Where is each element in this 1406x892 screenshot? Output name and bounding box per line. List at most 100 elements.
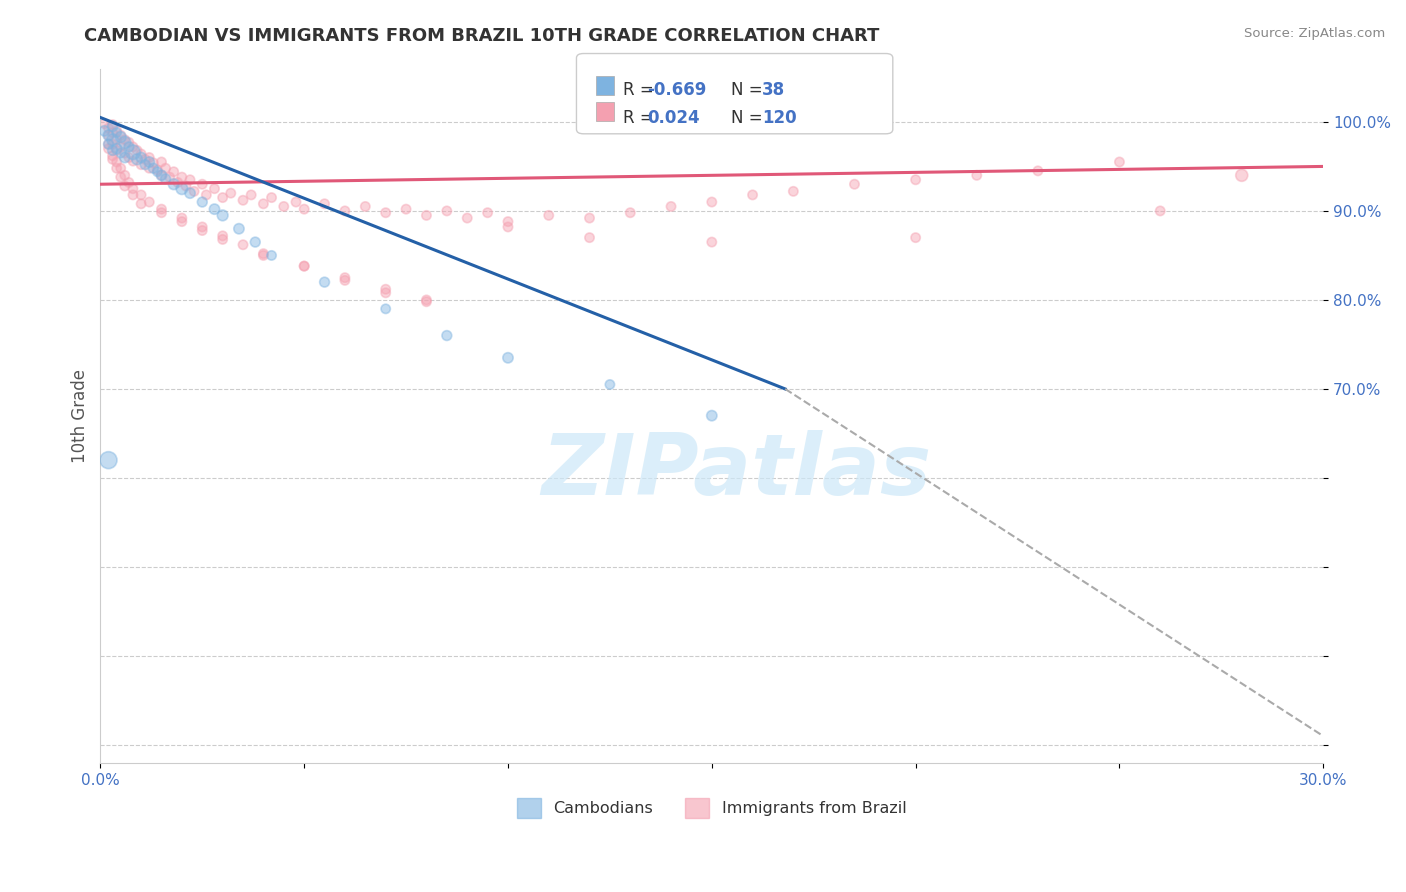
Point bbox=[415, 294, 437, 309]
Point bbox=[599, 377, 621, 392]
Point bbox=[245, 235, 267, 249]
Point bbox=[97, 121, 120, 136]
Point bbox=[374, 282, 396, 296]
Text: Source: ZipAtlas.com: Source: ZipAtlas.com bbox=[1244, 27, 1385, 40]
Point bbox=[240, 188, 263, 202]
Point bbox=[700, 235, 723, 249]
Point bbox=[191, 178, 214, 192]
Point bbox=[537, 208, 560, 222]
Point bbox=[110, 140, 132, 154]
Point bbox=[659, 199, 682, 213]
Point bbox=[138, 151, 160, 165]
Point bbox=[578, 230, 600, 244]
Text: ZIPatlas: ZIPatlas bbox=[541, 430, 931, 513]
Point bbox=[155, 172, 177, 186]
Point bbox=[118, 176, 141, 190]
Point bbox=[456, 211, 478, 225]
Point bbox=[101, 149, 124, 163]
Point bbox=[129, 188, 152, 202]
Point bbox=[125, 153, 148, 167]
Point bbox=[105, 161, 128, 176]
Point bbox=[1108, 155, 1130, 169]
Point bbox=[179, 186, 201, 201]
Point bbox=[170, 182, 193, 196]
Point bbox=[138, 194, 160, 209]
Point bbox=[129, 196, 152, 211]
Point bbox=[252, 246, 274, 260]
Point bbox=[101, 144, 124, 158]
Point bbox=[138, 155, 160, 169]
Point bbox=[170, 211, 193, 225]
Point bbox=[101, 118, 124, 132]
Point bbox=[170, 214, 193, 228]
Point bbox=[150, 169, 173, 183]
Point bbox=[97, 128, 120, 143]
Point bbox=[150, 169, 173, 183]
Point bbox=[496, 219, 519, 234]
Point bbox=[204, 202, 226, 216]
Point bbox=[150, 202, 173, 216]
Point bbox=[122, 140, 145, 154]
Point bbox=[183, 185, 205, 199]
Point bbox=[179, 173, 201, 187]
Point bbox=[741, 188, 763, 202]
Point bbox=[374, 285, 396, 300]
Point bbox=[354, 199, 377, 213]
Point bbox=[101, 137, 124, 152]
Point bbox=[118, 151, 141, 165]
Point bbox=[150, 205, 173, 219]
Point bbox=[314, 275, 336, 289]
Point bbox=[211, 208, 233, 222]
Point bbox=[105, 142, 128, 156]
Text: R =: R = bbox=[623, 81, 659, 99]
Point bbox=[125, 144, 148, 158]
Text: N =: N = bbox=[731, 81, 768, 99]
Point bbox=[122, 145, 145, 160]
Point bbox=[374, 205, 396, 219]
Point bbox=[252, 248, 274, 262]
Point bbox=[142, 161, 165, 176]
Point bbox=[174, 179, 197, 194]
Point bbox=[219, 186, 242, 201]
Point bbox=[122, 188, 145, 202]
Point bbox=[146, 163, 169, 178]
Point bbox=[374, 301, 396, 316]
Point bbox=[285, 194, 308, 209]
Point bbox=[415, 208, 437, 222]
Point bbox=[700, 194, 723, 209]
Point bbox=[195, 188, 218, 202]
Point bbox=[110, 130, 132, 145]
Point bbox=[578, 211, 600, 225]
Y-axis label: 10th Grade: 10th Grade bbox=[72, 368, 89, 463]
Point bbox=[110, 128, 132, 143]
Point bbox=[101, 120, 124, 134]
Point bbox=[232, 237, 254, 252]
Point bbox=[134, 153, 156, 167]
Point bbox=[782, 185, 804, 199]
Point bbox=[333, 270, 356, 285]
Legend: Cambodians, Immigrants from Brazil: Cambodians, Immigrants from Brazil bbox=[510, 792, 912, 824]
Point bbox=[211, 232, 233, 246]
Point bbox=[134, 158, 156, 172]
Point bbox=[114, 151, 136, 165]
Point bbox=[122, 154, 145, 169]
Point bbox=[110, 170, 132, 185]
Point bbox=[110, 146, 132, 161]
Text: CAMBODIAN VS IMMIGRANTS FROM BRAZIL 10TH GRADE CORRELATION CHART: CAMBODIAN VS IMMIGRANTS FROM BRAZIL 10TH… bbox=[84, 27, 880, 45]
Point bbox=[105, 126, 128, 140]
Point bbox=[844, 178, 866, 192]
Point bbox=[142, 156, 165, 170]
Point bbox=[436, 203, 458, 218]
Point bbox=[170, 170, 193, 185]
Point bbox=[101, 153, 124, 167]
Point bbox=[138, 161, 160, 176]
Point bbox=[252, 196, 274, 211]
Point bbox=[114, 133, 136, 147]
Point bbox=[333, 203, 356, 218]
Point bbox=[101, 133, 124, 147]
Point bbox=[191, 223, 214, 237]
Point bbox=[228, 221, 250, 235]
Point bbox=[122, 182, 145, 196]
Point bbox=[395, 202, 418, 216]
Point bbox=[232, 193, 254, 207]
